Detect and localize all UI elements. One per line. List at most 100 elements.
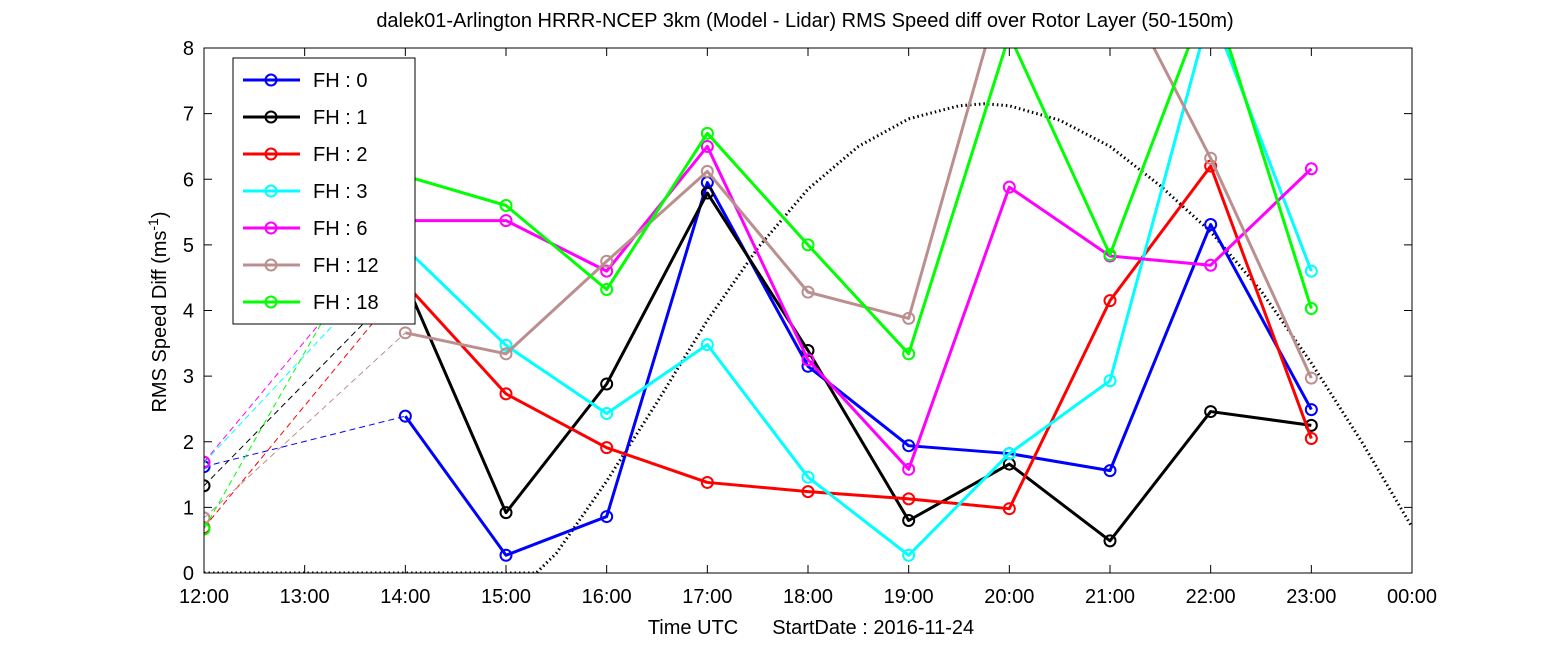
series-line [403,191,1312,543]
x-tick-label: 13:00 [280,586,330,608]
data-point [700,139,714,153]
data-point [1304,371,1318,385]
data-point [1103,534,1117,548]
data-point [600,510,614,524]
start-date-label: StartDate : 2016-11-24 [772,617,974,639]
series-line [404,181,1313,557]
data-point [1204,151,1218,165]
data-point [801,353,815,367]
data-point [600,407,614,421]
legend-swatch-marker [264,221,278,235]
data-point [1304,403,1318,417]
x-tick-label: 19:00 [884,586,934,608]
data-point [1002,502,1016,516]
y-tick-label: 5 [183,235,194,257]
data-point [204,455,211,469]
data-point [801,285,815,299]
legend-label: FH : 1 [313,107,367,129]
data-point [204,460,211,474]
y-axis-ticks: 0 1 2 3 4 5 6 7 8 [183,38,1412,585]
y-tick-label: 8 [183,38,194,60]
data-point [1204,218,1218,232]
legend-swatch-marker [264,258,278,272]
y-tick-label: 0 [183,563,194,585]
x-axis-title: Time UTC [648,617,738,639]
series-gap-connector [204,280,406,487]
x-tick-label: 22:00 [1186,586,1236,608]
legend-swatch-marker [264,295,278,309]
legend: FH : 0 FH : 1 FH : 2 FH : 3 FH : 6 FH : 12 FH … [232,57,416,325]
x-tick-label: 12:00 [179,586,229,608]
data-point [1304,162,1318,176]
series-line [404,48,1313,356]
y-tick-label: 1 [183,497,194,519]
data-point [902,347,916,361]
data-point [204,511,211,525]
x-tick-label: 21:00 [1085,586,1135,608]
x-axis-label: Time UTC StartDate : 2016-11-24 [648,617,974,639]
y-tick-label: 7 [183,104,194,126]
data-point [902,462,916,476]
y-tick-label: 2 [183,432,194,454]
legend-label: FH : 0 [313,70,367,92]
legend-swatch-marker [264,110,278,124]
legend-swatch-marker [264,184,278,198]
legend-swatch-marker [264,73,278,87]
y-axis-label: RMS Speed Diff (ms-1) [145,211,171,412]
legend-label: FH : 3 [313,181,367,203]
data-point [1002,180,1016,194]
data-point [499,347,513,361]
data-point [700,475,714,489]
data-point [700,164,714,178]
legend-label: FH : 6 [313,218,367,240]
data-point [1103,248,1117,262]
x-tick-label: 14:00 [380,586,430,608]
y-axis-title-close: ) [149,211,171,218]
series-line [405,48,1313,379]
x-tick-label: 15:00 [481,586,531,608]
data-point [902,439,916,453]
y-tick-label: 3 [183,366,194,388]
series-gap-connector [204,175,406,530]
x-tick-label: 20:00 [984,586,1034,608]
data-point [398,326,412,340]
data-point [700,186,714,200]
data-point [600,441,614,455]
series-gap-connector [204,415,406,468]
data-point [600,254,614,268]
data-point [902,492,916,506]
data-point [1204,405,1218,419]
data-point [499,548,513,562]
data-point [499,338,513,352]
data-point [204,479,211,493]
data-point [600,377,614,391]
series-line [404,164,1313,511]
series-gap-connector [204,332,406,519]
data-point [1304,431,1318,445]
data-point [600,264,614,278]
data-point [902,548,916,562]
data-point [499,214,513,228]
data-point [1002,447,1016,461]
legend-swatch-marker [264,147,278,161]
data-point [398,409,412,423]
y-tick-label: 4 [183,301,194,323]
data-point [801,470,815,484]
x-axis-ticks: 12:00 13:00 14:00 15:00 16:00 17:00 18:00 19:00… [179,48,1437,608]
x-tick-label: 17:00 [682,586,732,608]
y-axis-title: RMS Speed Diff (ms [149,231,171,413]
x-tick-label: 16:00 [582,586,632,608]
data-point [1103,374,1117,388]
data-point [204,522,211,536]
data-point [902,514,916,527]
x-tick-label: 00:00 [1387,586,1437,608]
x-tick-label: 23:00 [1286,586,1336,608]
data-point [1304,302,1318,316]
y-axis-unit-exponent: -1 [145,218,161,231]
data-point [700,126,714,140]
series-line [404,48,1313,557]
legend-label: FH : 2 [313,144,367,166]
legend-label: FH : 12 [313,255,379,277]
legend-label: FH : 18 [313,292,379,314]
